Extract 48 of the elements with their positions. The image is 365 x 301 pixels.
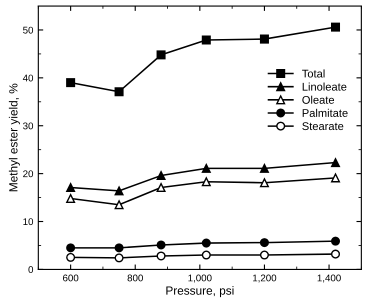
point bbox=[114, 200, 124, 210]
x-tick-label: 1,400 bbox=[318, 274, 341, 283]
y-tick-label: 30 bbox=[23, 122, 34, 130]
point bbox=[156, 171, 166, 180]
y-tick-label: 10 bbox=[23, 218, 34, 226]
point bbox=[114, 87, 124, 96]
legend-label: Palmitate bbox=[302, 108, 348, 117]
point bbox=[114, 243, 124, 252]
x-axis-title: Pressure, psi bbox=[166, 286, 234, 298]
point bbox=[260, 250, 269, 260]
point bbox=[66, 194, 76, 204]
x-tick-label: 1,200 bbox=[253, 274, 276, 283]
legend-label: Stearate bbox=[302, 122, 344, 130]
point bbox=[260, 238, 269, 248]
point bbox=[156, 251, 166, 260]
y-tick-label: 40 bbox=[22, 74, 34, 82]
point bbox=[66, 252, 76, 262]
legend-label: Linoleate bbox=[302, 82, 346, 91]
legend-label: Total bbox=[302, 69, 325, 78]
point bbox=[202, 36, 211, 45]
point bbox=[330, 236, 340, 246]
point bbox=[66, 78, 76, 88]
point bbox=[260, 164, 269, 173]
y-tick-label: 0 bbox=[28, 266, 34, 274]
point bbox=[330, 158, 340, 168]
point bbox=[66, 182, 76, 192]
point bbox=[202, 250, 211, 260]
point bbox=[202, 164, 211, 173]
x-tick-label: 800 bbox=[128, 274, 143, 282]
point bbox=[156, 240, 166, 250]
point bbox=[330, 250, 340, 259]
y-tick-label: 50 bbox=[23, 26, 34, 34]
point bbox=[202, 238, 211, 248]
point bbox=[330, 22, 340, 32]
x-tick-label: 1,000 bbox=[188, 274, 212, 283]
point bbox=[114, 186, 124, 196]
point bbox=[260, 34, 269, 44]
point bbox=[66, 243, 76, 252]
point bbox=[260, 178, 269, 188]
point bbox=[114, 253, 124, 262]
point bbox=[202, 177, 211, 186]
x-tick-label: 600 bbox=[63, 274, 78, 282]
y-tick-label: 20 bbox=[23, 170, 34, 178]
point bbox=[330, 173, 340, 182]
legend-label: Oleate bbox=[302, 96, 334, 104]
y-axis-title: Methyl ester yield, % bbox=[8, 84, 20, 192]
point bbox=[156, 182, 166, 192]
point bbox=[156, 50, 166, 60]
